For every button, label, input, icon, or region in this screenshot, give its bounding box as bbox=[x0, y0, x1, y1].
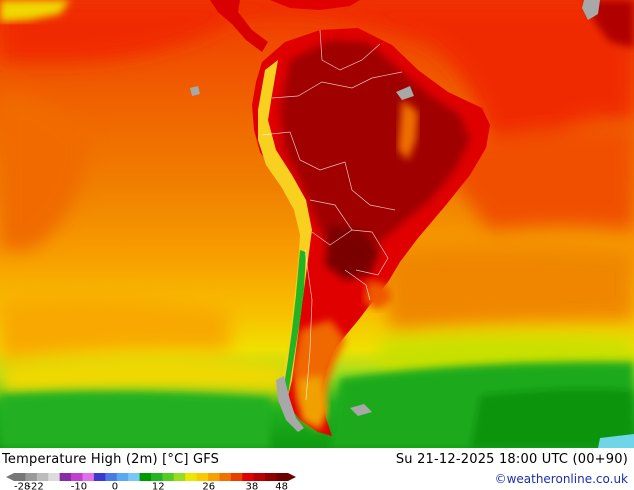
legend-tick-label: -10 bbox=[71, 482, 87, 490]
map-footer: Temperature High (2m) [°C] GFS Su 21-12-… bbox=[0, 448, 634, 490]
legend-swatch bbox=[48, 473, 61, 481]
legend-arrow-left bbox=[6, 473, 14, 481]
legend-tick-label: 0 bbox=[112, 482, 118, 490]
ice-fields bbox=[190, 0, 634, 448]
legend-tick-label: 48 bbox=[275, 482, 288, 490]
legend-swatch bbox=[139, 473, 152, 481]
legend-swatch bbox=[230, 473, 243, 481]
cold-southern-band bbox=[0, 361, 634, 448]
legend-swatch bbox=[219, 473, 232, 481]
map-title: Temperature High (2m) [°C] GFS bbox=[2, 452, 220, 467]
country-borders bbox=[261, 29, 403, 401]
uruguay-coast bbox=[364, 280, 392, 310]
legend-swatch bbox=[253, 473, 266, 481]
legend-swatch bbox=[151, 473, 163, 481]
legend-swatches bbox=[6, 473, 296, 481]
valid-time: Su 21-12-2025 18:00 UTC (00+90) bbox=[395, 452, 628, 467]
legend-swatch bbox=[162, 473, 175, 481]
legend-tick-label: -28 bbox=[14, 482, 30, 490]
amazon-hot-core bbox=[280, 40, 470, 260]
legend-swatch bbox=[93, 473, 106, 481]
legend-swatch bbox=[128, 473, 140, 481]
legend-swatch bbox=[208, 473, 220, 481]
temperature-map bbox=[0, 0, 634, 448]
legend-tick-label: -22 bbox=[27, 482, 43, 490]
brazil-highlands bbox=[398, 100, 418, 160]
legend-swatch bbox=[185, 473, 198, 481]
legend-swatch bbox=[14, 473, 26, 481]
legend-swatch bbox=[173, 473, 186, 481]
legend-swatch bbox=[59, 473, 72, 481]
legend-swatch bbox=[116, 473, 129, 481]
legend-swatch bbox=[82, 473, 95, 481]
legend-tick-label: 12 bbox=[152, 482, 165, 490]
legend-swatch bbox=[71, 473, 83, 481]
legend-swatch bbox=[265, 473, 277, 481]
legend-swatch bbox=[276, 473, 289, 481]
legend-swatch bbox=[196, 473, 209, 481]
legend-tick-label: 38 bbox=[246, 482, 259, 490]
legend-swatch bbox=[242, 473, 255, 481]
legend-tick-label: 26 bbox=[202, 482, 215, 490]
legend-arrow-right bbox=[288, 473, 296, 481]
legend-swatch bbox=[25, 473, 38, 481]
credit-link[interactable]: ©weatheronline.co.uk bbox=[494, 472, 628, 486]
legend-tick-labels: -28-22 -10 0 12 26 38 48 bbox=[14, 482, 288, 490]
legend-swatch bbox=[105, 473, 118, 481]
legend-swatch bbox=[36, 473, 49, 481]
central-america bbox=[0, 0, 634, 52]
patagonia-south bbox=[298, 375, 328, 430]
andes-green-strip bbox=[283, 250, 306, 395]
color-legend: -28-22 -10 0 12 26 38 48 bbox=[6, 473, 296, 490]
